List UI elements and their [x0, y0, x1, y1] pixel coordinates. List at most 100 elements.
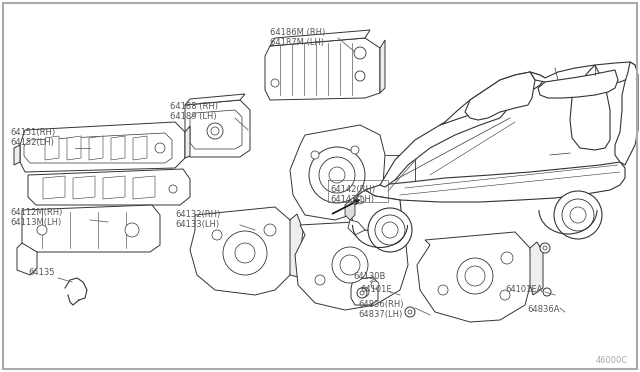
Circle shape [319, 157, 355, 193]
Circle shape [381, 241, 389, 249]
Circle shape [438, 285, 448, 295]
Text: 64151(RH): 64151(RH) [10, 128, 55, 137]
Circle shape [356, 196, 364, 204]
Polygon shape [67, 136, 81, 160]
Text: 64112M(RH): 64112M(RH) [10, 208, 62, 217]
Polygon shape [73, 176, 95, 199]
Polygon shape [270, 30, 370, 46]
Circle shape [355, 71, 365, 81]
Circle shape [382, 222, 398, 238]
Polygon shape [295, 220, 408, 310]
Polygon shape [185, 100, 250, 157]
Polygon shape [350, 190, 402, 232]
Circle shape [465, 266, 485, 286]
Circle shape [311, 151, 319, 159]
Circle shape [554, 191, 602, 239]
Polygon shape [351, 277, 378, 305]
Polygon shape [440, 72, 545, 125]
Circle shape [570, 207, 586, 223]
Polygon shape [365, 162, 625, 202]
Text: 64133(LH): 64133(LH) [175, 220, 219, 229]
Circle shape [271, 79, 279, 87]
Circle shape [543, 288, 551, 296]
Polygon shape [133, 136, 147, 160]
Circle shape [211, 127, 219, 135]
Circle shape [212, 230, 222, 240]
Polygon shape [265, 38, 380, 100]
Circle shape [155, 143, 165, 153]
Text: 64189 (LH): 64189 (LH) [170, 112, 216, 121]
Polygon shape [111, 136, 125, 160]
Polygon shape [45, 136, 59, 160]
Text: 64836(RH): 64836(RH) [358, 300, 403, 309]
Polygon shape [22, 205, 160, 252]
Polygon shape [185, 94, 245, 105]
Polygon shape [190, 110, 242, 149]
Polygon shape [380, 40, 385, 93]
Text: 64152(LH): 64152(LH) [10, 138, 54, 147]
Text: 64143(LH): 64143(LH) [330, 195, 374, 204]
Polygon shape [530, 242, 543, 295]
Circle shape [501, 252, 513, 264]
Text: 64113M(LH): 64113M(LH) [10, 218, 61, 227]
Text: 64836A: 64836A [527, 305, 559, 314]
Polygon shape [570, 65, 610, 150]
Polygon shape [417, 232, 533, 322]
Polygon shape [348, 220, 365, 235]
Circle shape [315, 275, 325, 285]
Circle shape [360, 291, 364, 295]
Text: 64101E: 64101E [360, 285, 392, 294]
Polygon shape [538, 70, 618, 98]
Text: 64188 (RH): 64188 (RH) [170, 102, 218, 111]
Polygon shape [290, 214, 303, 277]
Circle shape [223, 231, 267, 275]
Circle shape [354, 47, 366, 59]
Text: 46000C: 46000C [596, 356, 628, 365]
Polygon shape [133, 176, 155, 199]
Text: 64142(RH): 64142(RH) [330, 185, 375, 194]
Circle shape [37, 225, 47, 235]
Circle shape [375, 215, 405, 245]
Polygon shape [465, 72, 535, 120]
Circle shape [309, 147, 365, 203]
Circle shape [169, 185, 177, 193]
Text: 64132(RH): 64132(RH) [175, 210, 220, 219]
Circle shape [207, 123, 223, 139]
Text: 64186M (RH): 64186M (RH) [270, 28, 325, 37]
Circle shape [562, 199, 594, 231]
Circle shape [329, 167, 345, 183]
Circle shape [408, 310, 412, 314]
Circle shape [543, 246, 547, 250]
Circle shape [235, 243, 255, 263]
Text: 64837(LH): 64837(LH) [358, 310, 403, 319]
Polygon shape [345, 200, 355, 220]
Polygon shape [14, 145, 20, 165]
Polygon shape [290, 125, 385, 220]
Polygon shape [380, 105, 510, 187]
Circle shape [340, 255, 360, 275]
Circle shape [332, 247, 368, 283]
Polygon shape [190, 207, 295, 295]
Circle shape [540, 243, 550, 253]
Polygon shape [43, 176, 65, 199]
Circle shape [500, 290, 510, 300]
Circle shape [371, 281, 379, 289]
Polygon shape [17, 243, 37, 275]
Polygon shape [24, 133, 172, 163]
Circle shape [405, 307, 415, 317]
Polygon shape [103, 176, 125, 199]
Circle shape [357, 288, 367, 298]
Polygon shape [28, 169, 190, 205]
Circle shape [368, 208, 412, 252]
Circle shape [457, 258, 493, 294]
Polygon shape [615, 62, 638, 165]
Polygon shape [530, 62, 635, 88]
Circle shape [351, 146, 359, 154]
Polygon shape [20, 122, 185, 172]
Text: 64135: 64135 [28, 268, 54, 277]
Text: 64130B: 64130B [353, 272, 385, 281]
Polygon shape [89, 136, 103, 160]
Text: 64101EA: 64101EA [505, 285, 542, 294]
Circle shape [125, 223, 139, 237]
Polygon shape [185, 126, 190, 158]
